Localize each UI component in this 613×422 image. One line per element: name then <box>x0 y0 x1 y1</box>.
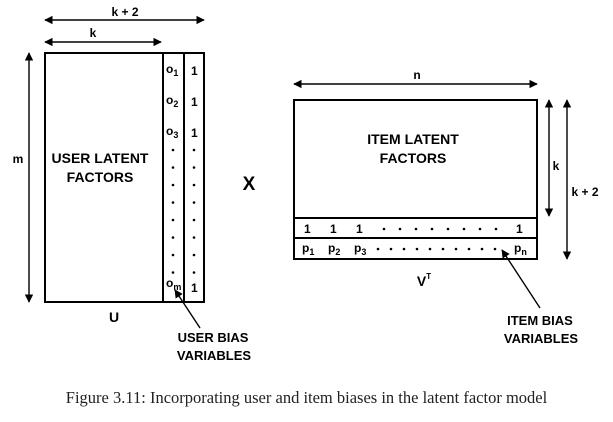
matrix-u-name: U <box>109 309 119 325</box>
ellipsis-dot <box>192 253 196 257</box>
ellipsis-dot <box>398 227 402 231</box>
figure-caption: Figure 3.11: Incorporating user and item… <box>65 388 548 407</box>
matrix-v: ITEM LATENT FACTORS 1 1 1 1 p1 p2 p3 pn … <box>293 68 599 346</box>
matrix-u-ones-column <box>183 52 205 303</box>
ellipsis-dot <box>171 218 175 222</box>
ellipsis-dot <box>414 227 418 231</box>
ellipsis-dot <box>171 166 175 169</box>
ellipsis-dot <box>402 247 406 251</box>
item-bias-dots <box>376 247 497 251</box>
ellipsis-dot <box>192 183 196 187</box>
item-bias-callout-line2: VARIABLES <box>504 331 578 346</box>
ellipsis-dot <box>171 271 175 274</box>
matrix-v-latent-block <box>293 99 538 219</box>
user-bias-callout-arrow <box>174 289 201 329</box>
item-bias-callout-arrow <box>501 249 541 309</box>
matrix-v-bias-row <box>293 237 538 260</box>
ellipsis-dot <box>467 247 471 251</box>
matrix-v-label-line2: FACTORS <box>380 150 447 166</box>
u-height-label: m <box>13 152 24 166</box>
ellipsis-dot <box>171 201 175 204</box>
user-bias-o2: o2 <box>166 93 178 109</box>
multiplication-operator: X <box>243 174 256 195</box>
item-bias-p2: p2 <box>328 241 340 257</box>
v-height-inner-label: k <box>553 159 560 173</box>
user-bias-callout-line2: VARIABLES <box>177 348 251 363</box>
ellipsis-dot <box>428 247 432 251</box>
user-ones-3: 1 <box>191 126 198 140</box>
ellipsis-dot <box>192 236 196 239</box>
matrix-v-name: VT <box>417 272 431 289</box>
matrix-u-latent-block <box>44 52 164 303</box>
ellipsis-dot <box>480 247 484 251</box>
ellipsis-dot <box>493 247 497 251</box>
item-ones-2: 1 <box>330 222 337 236</box>
item-ones-1: 1 <box>304 222 311 236</box>
ellipsis-dot <box>441 247 445 251</box>
v-width-label: n <box>413 68 420 82</box>
user-bias-callout-line1: USER BIAS <box>178 330 249 345</box>
ellipsis-dot <box>192 166 196 169</box>
v-height-total-label: k + 2 <box>571 185 598 199</box>
ellipsis-dot <box>192 201 196 204</box>
ellipsis-dot <box>415 247 419 251</box>
ellipsis-dot <box>454 247 458 251</box>
ellipsis-dot <box>171 236 175 239</box>
ellipsis-dot <box>389 247 393 251</box>
ellipsis-dot <box>382 227 386 231</box>
item-ones-3: 1 <box>356 222 363 236</box>
ellipsis-dot <box>192 271 196 274</box>
item-ones-dots <box>382 227 498 231</box>
item-bias-callout-line1: ITEM BIAS <box>507 313 573 328</box>
ellipsis-dot <box>494 227 498 231</box>
ellipsis-dot <box>430 227 434 231</box>
ellipsis-dot <box>171 183 175 187</box>
matrix-u-bias-column <box>162 52 185 303</box>
matrix-u: USER LATENT FACTORS o1 o2 o3 om 1 1 1 1 … <box>13 5 252 363</box>
item-ones-n: 1 <box>516 222 523 236</box>
ellipsis-dot <box>171 148 175 152</box>
ellipsis-dot <box>462 227 466 231</box>
user-ones-m: 1 <box>191 281 198 295</box>
ellipsis-dot <box>171 253 175 257</box>
u-width-inner-label: k <box>90 26 97 40</box>
user-bias-dots <box>171 148 175 274</box>
user-bias-o3: o3 <box>166 124 178 140</box>
matrix-u-label-line2: FACTORS <box>67 169 134 185</box>
ellipsis-dot <box>376 247 380 251</box>
matrix-v-label-line1: ITEM LATENT <box>367 131 459 147</box>
user-ones-dots <box>192 148 196 274</box>
item-bias-p3: p3 <box>354 241 366 257</box>
user-bias-o1: o1 <box>166 62 178 78</box>
ellipsis-dot <box>446 227 450 231</box>
item-bias-p1: p1 <box>302 241 314 257</box>
user-bias-om: om <box>166 276 181 292</box>
matrix-u-label-line1: USER LATENT <box>52 150 149 166</box>
u-width-total-label: k + 2 <box>111 5 138 19</box>
ellipsis-dot <box>192 148 196 152</box>
ellipsis-dot <box>478 227 482 231</box>
user-ones-2: 1 <box>191 95 198 109</box>
item-bias-pn: pn <box>514 241 527 257</box>
user-ones-1: 1 <box>191 64 198 78</box>
ellipsis-dot <box>192 218 196 222</box>
